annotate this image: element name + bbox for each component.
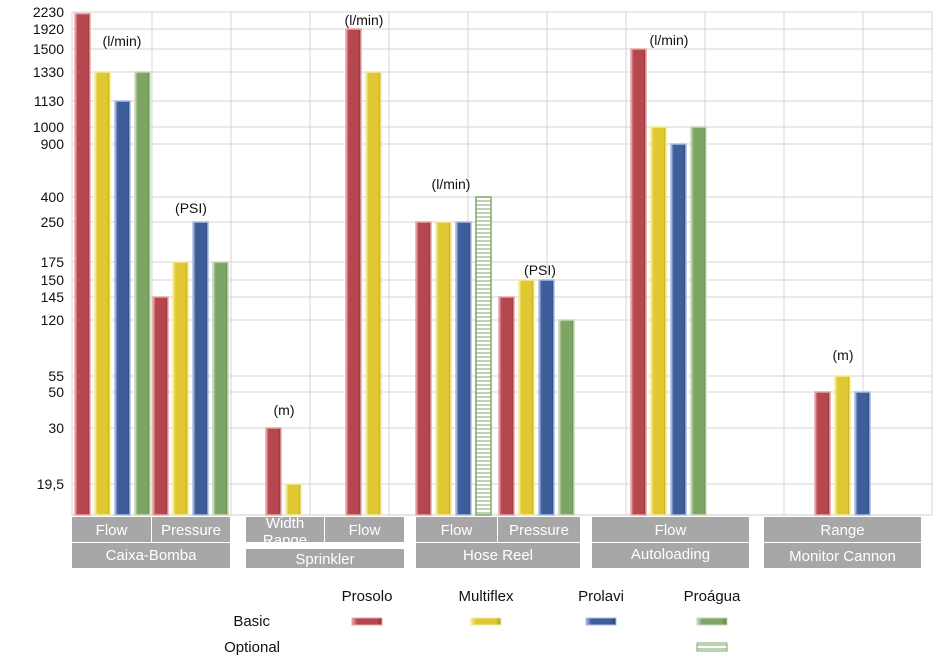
legend-series-label: Prosolo (342, 588, 393, 605)
legend-swatch-basic (585, 617, 617, 626)
category-box (592, 543, 749, 568)
unit-label: (l/min) (650, 32, 689, 48)
subcategory-label: Pressure (509, 522, 569, 539)
category-box (246, 549, 404, 568)
bar-multiflex-monitor-cannon-range (834, 375, 851, 516)
category-label: Hose Reel (463, 547, 533, 564)
unit-label: (l/min) (432, 176, 471, 192)
subcategory-label: Flow (441, 522, 473, 539)
bar-multiflex-caixa-bomba-pressure (172, 261, 189, 516)
y-tick-label: 1130 (34, 93, 64, 109)
legend-swatch-basic (351, 617, 383, 626)
legend-row-label: Basic (233, 613, 270, 630)
unit-label: (l/min) (103, 33, 142, 49)
y-tick-label: 1330 (33, 64, 64, 80)
subcategory-box (592, 517, 749, 542)
legend-series-label: Multiflex (458, 588, 514, 605)
bar-prosolo-caixa-bomba-pressure (152, 296, 169, 516)
subcategory-label: Flow (349, 522, 381, 539)
category-box (72, 543, 230, 568)
bar-prolavi-autoloading-flow (670, 143, 687, 516)
bar-multiflex-autoloading-flow (650, 126, 667, 516)
bar-prolavi-caixa-bomba-pressure (192, 221, 209, 516)
bar-prosolo-sprinkler-width-range (265, 427, 282, 516)
bar-proagua-caixa-bomba-flow (134, 71, 151, 516)
legend-swatch-basic (470, 617, 502, 626)
bar-proagua-autoloading-flow (690, 126, 707, 516)
subcategory-box (764, 517, 921, 542)
bar-prosolo-hose-reel-pressure (498, 296, 515, 516)
subcategory-box (246, 517, 324, 542)
subcategory-box (498, 517, 580, 542)
legend-swatch-optional (696, 642, 728, 652)
y-tick-label: 50 (48, 384, 64, 400)
bar-multiflex-sprinkler-flow (365, 71, 382, 516)
subcategory-label: Range (263, 532, 307, 549)
bar-proagua-hose-reel-pressure (558, 319, 575, 516)
y-tick-label: 250 (41, 214, 65, 230)
bar-multiflex-caixa-bomba-flow (94, 71, 111, 516)
unit-label: (PSI) (524, 262, 556, 278)
y-tick-label: 120 (41, 312, 65, 328)
bar-prosolo-sprinkler-flow (345, 28, 362, 516)
subcategory-label: Flow (655, 522, 687, 539)
legend-series-label: Prolavi (578, 588, 624, 605)
legend-swatch-basic (696, 617, 728, 626)
category-box (764, 543, 921, 568)
bar-multiflex-hose-reel-pressure (518, 279, 535, 516)
unit-label: (l/min) (345, 12, 384, 28)
bar-prolavi-monitor-cannon-range (854, 391, 871, 516)
y-tick-label: 1000 (33, 119, 64, 135)
y-tick-label: 150 (41, 272, 65, 288)
subcategory-label: Width (266, 515, 304, 532)
bar-proagua-caixa-bomba-pressure (212, 261, 229, 516)
bar-prosolo-autoloading-flow (630, 48, 647, 516)
subcategory-label: Range (820, 522, 864, 539)
category-label: Caixa-Bomba (106, 547, 198, 564)
category-label: Autoloading (631, 546, 710, 563)
bar-prosolo-caixa-bomba-flow (74, 12, 91, 516)
bar-prolavi-hose-reel-pressure (538, 279, 555, 516)
bar-prosolo-hose-reel-flow (415, 221, 432, 516)
y-tick-label: 145 (41, 289, 65, 305)
subcategory-label: Pressure (161, 522, 221, 539)
category-box (416, 543, 580, 568)
legend-series-label: Proágua (684, 588, 741, 605)
bar-multiflex-sprinkler-width-range (285, 483, 302, 516)
bar-prolavi-caixa-bomba-flow (114, 100, 131, 516)
y-tick-label: 1500 (33, 41, 64, 57)
category-label: Sprinkler (295, 551, 354, 568)
unit-label: (m) (833, 347, 854, 363)
bar-proagua-hose-reel-flow (475, 196, 492, 516)
category-label: Monitor Cannon (789, 548, 896, 565)
y-tick-label: 1920 (33, 21, 64, 37)
subcategory-box (416, 517, 497, 542)
legend-row-label: Optional (224, 639, 280, 656)
unit-label: (m) (274, 402, 295, 418)
subcategory-label: Flow (96, 522, 128, 539)
y-tick-label: 55 (48, 368, 64, 384)
subcategory-box (72, 517, 151, 542)
subcategory-box (152, 517, 230, 542)
y-tick-label: 2230 (33, 4, 64, 20)
subcategory-box (325, 517, 404, 542)
bar-multiflex-hose-reel-flow (435, 221, 452, 516)
bar-prolavi-hose-reel-flow (455, 221, 472, 516)
y-tick-label: 19,5 (37, 476, 64, 492)
y-tick-label: 175 (41, 254, 65, 270)
bar-prosolo-monitor-cannon-range (814, 391, 831, 516)
y-tick-label: 400 (41, 189, 65, 205)
y-tick-label: 30 (48, 420, 64, 436)
unit-label: (PSI) (175, 200, 207, 216)
y-tick-label: 900 (41, 136, 65, 152)
